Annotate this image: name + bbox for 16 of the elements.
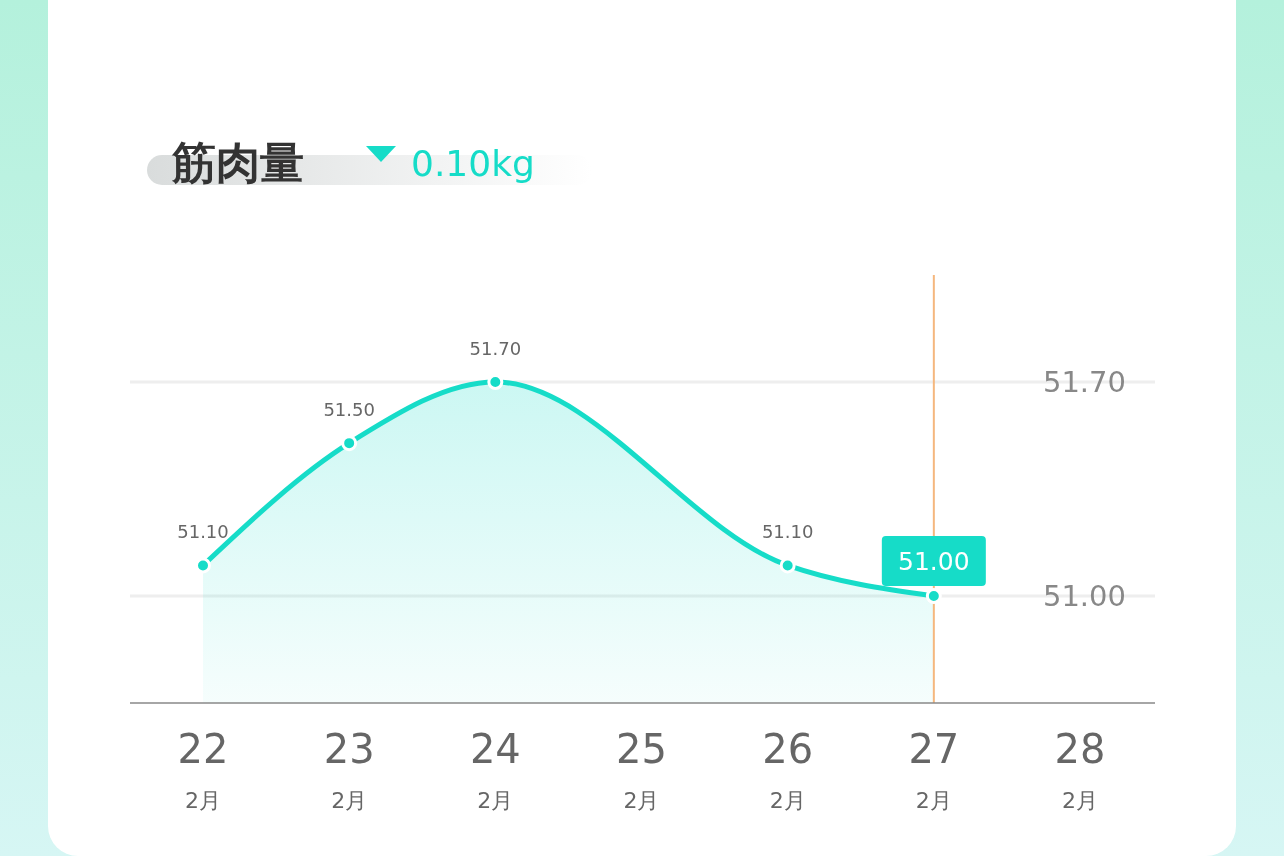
x-tick-label: 23 2月 [323, 726, 375, 813]
x-tick-label: 22 2月 [177, 726, 229, 813]
data-label: 51.10 [761, 521, 814, 543]
point [925, 588, 942, 604]
x-tick-label: 26 2月 [762, 726, 814, 813]
point [341, 435, 358, 452]
x-tick-label: 27 2月 [908, 726, 960, 813]
chart-subtitle: 0.10kg [411, 143, 535, 184]
x-tick-label: 25 2月 [616, 726, 667, 813]
x-tick-label: 28 2月 [1054, 726, 1106, 813]
data-label: 51.70 [469, 338, 522, 359]
data-label: 51.00 [898, 547, 970, 576]
chart-title: 筋肉量 [171, 137, 304, 188]
x-tick-label: 24 2月 [469, 726, 521, 813]
data-label: 51.50 [323, 399, 375, 421]
data-label: 51.10 [177, 521, 229, 543]
